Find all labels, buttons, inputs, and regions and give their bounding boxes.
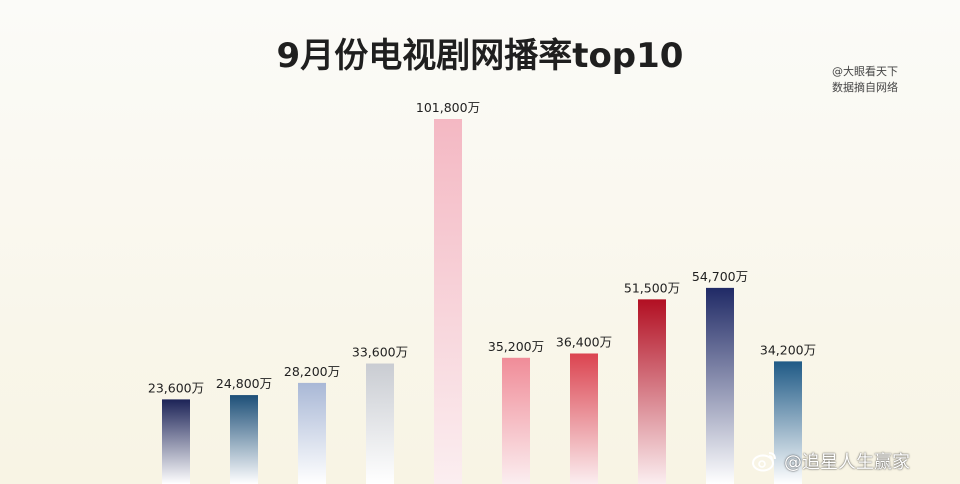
bar-value-label-7: 36,400万 [556,334,612,349]
bar-value-label-4: 33,600万 [352,345,408,360]
bar-2 [230,395,258,484]
bar-5 [434,119,462,484]
value-labels-layer: 23,600万 24,800万 28,200万 33,600万 101,800万 35,2… [148,100,816,395]
bar-value-label-8: 51,500万 [624,280,680,295]
source-note: @大眼看天下 数据摘自网络 [832,64,942,96]
bar-value-label-6: 35,200万 [488,339,544,354]
bar-1 [162,399,190,484]
bar-7 [570,353,598,484]
bar-6 [502,357,530,484]
source-author: @大眼看天下 [832,65,898,78]
bar-9 [706,287,734,484]
bar-3 [298,382,326,484]
bar-value-label-10: 34,200万 [760,342,816,357]
source-origin: 数据摘自网络 [832,81,898,94]
watermark-text: @追星人生赢家 [784,452,910,473]
bar-4 [366,363,394,484]
chart-title: 9月份电视剧网播率top10 [276,36,684,76]
bar-value-label-2: 24,800万 [216,376,272,391]
bar-value-label-9: 54,700万 [692,269,748,284]
bar-value-label-3: 28,200万 [284,364,340,379]
weibo-icon [752,452,776,472]
bar-value-label-5: 101,800万 [416,100,480,115]
watermark: @追星人生赢家 [752,448,910,474]
bar-10 [774,361,802,484]
bars-layer [162,119,802,484]
bar-value-label-1: 23,600万 [148,380,204,395]
bar-8 [638,299,666,484]
